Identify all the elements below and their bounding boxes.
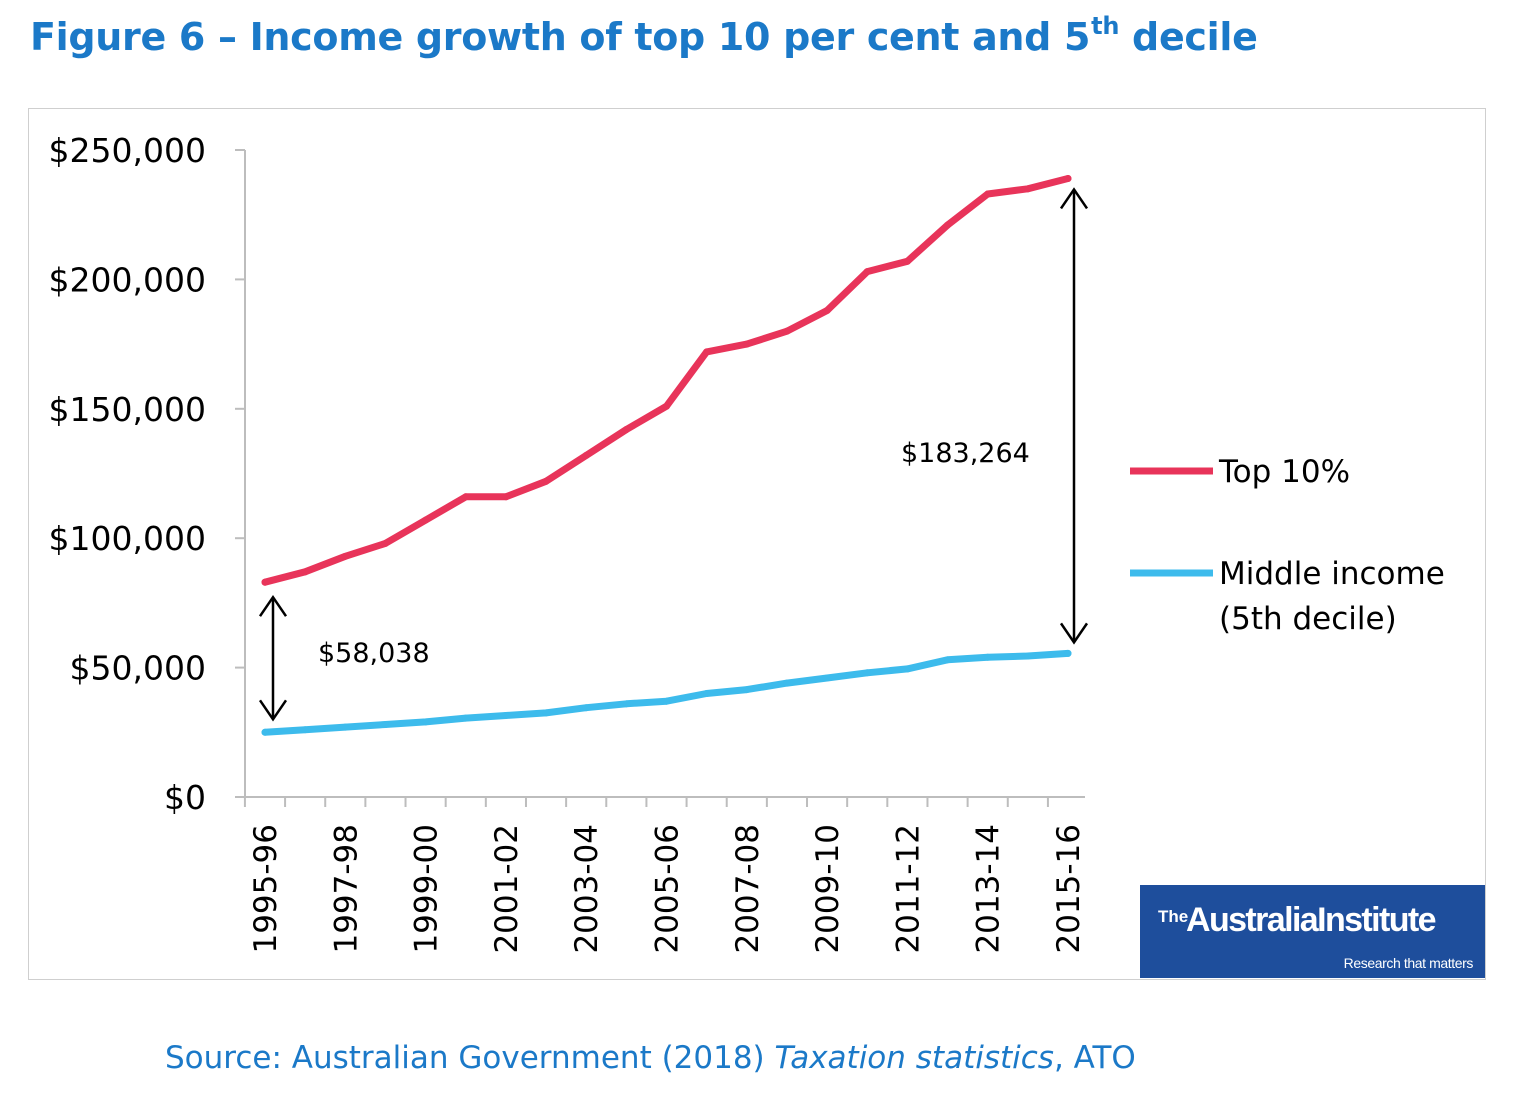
data-point: [261, 728, 269, 736]
source-prefix: Source: Australian Government (2018): [165, 1040, 775, 1076]
figure-title-end: decile: [1119, 15, 1258, 59]
data-point: [743, 686, 751, 694]
data-point: [663, 697, 670, 705]
data-point: [944, 221, 952, 229]
data-point: [703, 689, 711, 697]
data-point: [502, 493, 510, 501]
series-group: [261, 174, 1072, 736]
source-note: Source: Australian Government (2018) Tax…: [165, 1040, 1136, 1076]
y-tick-label: $250,000: [49, 131, 206, 170]
x-tick-label: 2015-16: [1051, 824, 1087, 954]
figure-title: Figure 6 – Income growth of top 10 per c…: [30, 12, 1258, 59]
annotation-label-1995-96: $58,038: [318, 638, 430, 669]
data-point: [301, 568, 309, 576]
source-italic: Taxation statistics: [774, 1040, 1054, 1076]
legend: Top 10% Middle income (5th decile): [1130, 454, 1445, 637]
y-tick-label: $50,000: [70, 649, 206, 688]
chart-frame: [28, 108, 1486, 980]
data-point: [944, 656, 952, 664]
data-point: [743, 340, 751, 348]
y-axis: $0 $50,000 $100,000 $150,000 $200,000 $250,00…: [49, 131, 246, 817]
legend-label-middle-income-line1: Middle income: [1219, 556, 1445, 592]
y-tick-label: $100,000: [49, 519, 206, 558]
data-point: [783, 679, 791, 687]
x-tick-group: 1995-96 1997-98 1999-00 2001-02 2003-04 2005-…: [243, 797, 1087, 954]
series-line-top-10: [261, 175, 1072, 586]
data-point: [261, 578, 269, 586]
x-tick-label: 2001-02: [489, 824, 525, 954]
source-suffix: , ATO: [1053, 1040, 1136, 1076]
logo-the: The: [1158, 907, 1189, 926]
data-point: [863, 268, 871, 276]
y-tick-label: $150,000: [49, 390, 206, 429]
data-point: [582, 704, 590, 712]
data-point: [1024, 652, 1032, 660]
y-tick-group: $0 $50,000 $100,000 $150,000 $200,000 $250,00…: [49, 131, 245, 817]
data-point: [462, 493, 470, 501]
data-point: [422, 516, 430, 524]
data-point: [582, 451, 590, 459]
data-point: [1064, 174, 1072, 182]
data-point: [542, 709, 550, 717]
x-tick-label: 1995-96: [248, 824, 284, 954]
data-point: [1064, 649, 1072, 657]
australia-institute-logo: The AustraliaInstitute Research that mat…: [1140, 885, 1485, 978]
data-point: [823, 306, 831, 314]
y-tick-label: $0: [164, 778, 206, 817]
annotation-group: $58,038 $183,264: [258, 187, 1089, 722]
data-point: [462, 714, 470, 722]
x-tick-label: 1997-98: [328, 824, 364, 954]
annotation-arrow-1995-96: [258, 594, 288, 722]
data-point: [984, 190, 992, 198]
data-point: [301, 726, 309, 734]
x-tick-label: 2003-04: [569, 824, 605, 954]
data-point: [863, 669, 871, 677]
data-point: [823, 674, 831, 682]
data-point: [502, 711, 510, 719]
data-point: [422, 718, 430, 726]
data-point: [703, 348, 711, 356]
figure-title-superscript: th: [1091, 12, 1120, 40]
x-tick-label: 2007-08: [730, 824, 766, 954]
data-point: [381, 539, 389, 547]
x-tick-label: 1999-00: [409, 824, 445, 954]
x-tick-label: 2005-06: [650, 824, 686, 954]
data-point: [903, 665, 911, 673]
y-tick-label: $200,000: [49, 260, 206, 299]
x-tick-label: 2013-14: [971, 824, 1007, 954]
data-point: [542, 477, 550, 485]
x-axis: 1995-96 1997-98 1999-00 2001-02 2003-04 2005-…: [243, 796, 1087, 954]
legend-label-top-10: Top 10%: [1218, 454, 1350, 490]
data-point: [622, 700, 630, 708]
annotation-arrow-2015-16: [1059, 187, 1089, 645]
annotation-label-2015-16: $183,264: [901, 438, 1030, 469]
x-tick-label: 2009-10: [810, 824, 846, 954]
data-point: [663, 402, 670, 410]
data-point: [622, 426, 630, 434]
data-point: [341, 723, 349, 731]
data-point: [381, 721, 389, 729]
data-point: [783, 327, 791, 335]
data-point: [903, 257, 911, 265]
data-point: [984, 653, 992, 661]
data-point: [341, 552, 349, 560]
logo-name: AustraliaInstitute: [1186, 901, 1437, 939]
x-tick-label: 2011-12: [890, 824, 926, 954]
data-point: [1024, 185, 1032, 193]
logo-tagline: Research that matters: [1343, 955, 1474, 971]
legend-label-middle-income-line2: (5th decile): [1219, 601, 1397, 637]
figure-title-main: Figure 6 – Income growth of top 10 per c…: [30, 15, 1091, 59]
